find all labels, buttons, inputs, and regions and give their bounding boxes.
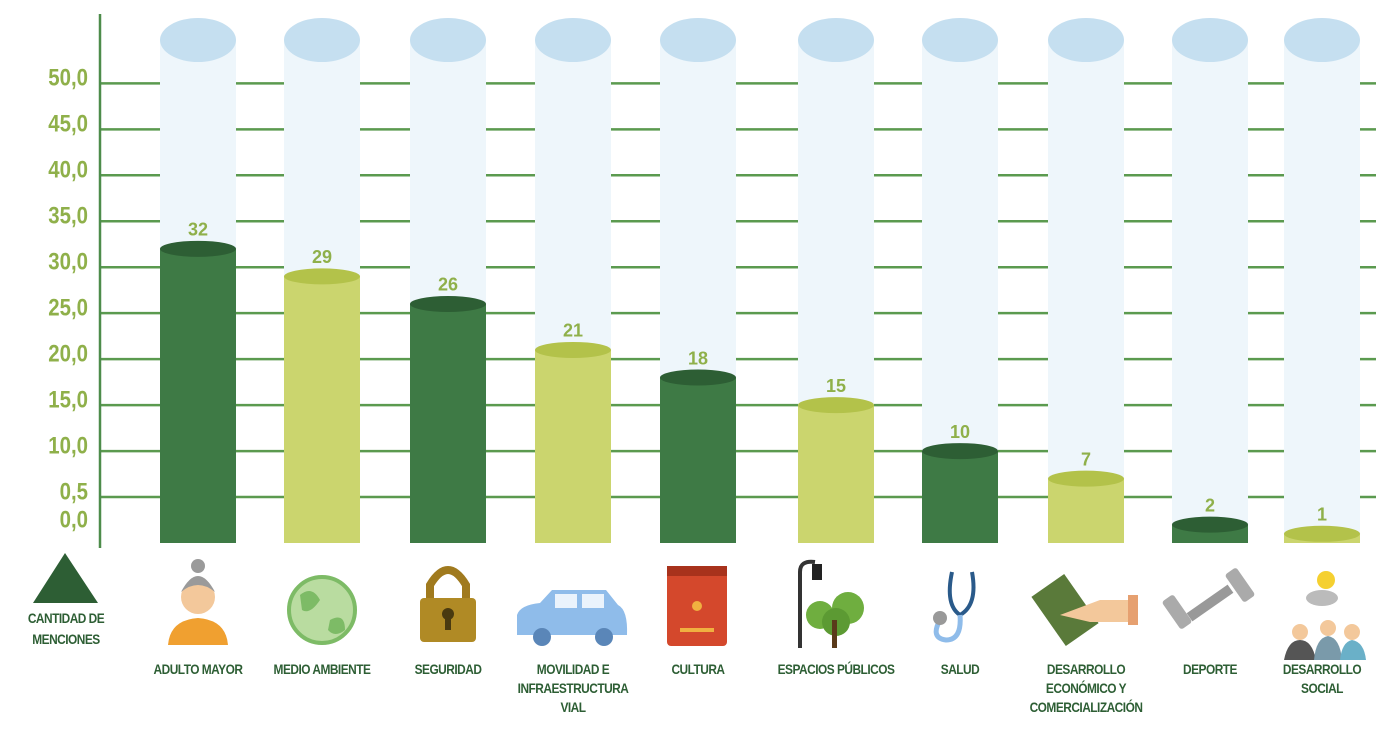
bar-cap xyxy=(660,369,736,386)
value-label: 18 xyxy=(688,348,708,368)
icon-espacios xyxy=(798,559,864,648)
icon-adulto xyxy=(168,559,228,645)
legend-triangle xyxy=(33,553,98,603)
cylinder-top xyxy=(284,18,360,62)
legend-label: CANTIDAD DE MENCIONES xyxy=(27,610,105,647)
bar xyxy=(922,451,998,543)
cylinder-top xyxy=(798,18,874,62)
y-tick-label: 15,0 xyxy=(48,386,88,413)
value-label: 2 xyxy=(1205,495,1215,515)
y-tick-label: 50,0 xyxy=(48,64,88,91)
bar xyxy=(284,276,360,543)
icon-movilidad xyxy=(517,590,628,646)
cylinder-top xyxy=(160,18,236,62)
icon-medio-ambiente xyxy=(287,575,357,645)
cylinder xyxy=(1284,40,1360,543)
value-label: 29 xyxy=(312,247,332,267)
icon-desarrollo-economico xyxy=(1031,573,1138,647)
icon-cultura xyxy=(667,566,727,646)
category-label: SALUD xyxy=(940,661,980,677)
y-tick-label: 45,0 xyxy=(48,110,88,137)
icon-desarrollo-social xyxy=(1284,571,1366,660)
value-label: 32 xyxy=(188,220,208,240)
cylinder-top xyxy=(1048,18,1124,62)
category-label: MEDIO AMBIENTE xyxy=(273,661,371,677)
icon-seguridad xyxy=(420,566,476,642)
bar-cap xyxy=(284,268,360,285)
y-tick-label: 40,0 xyxy=(48,156,88,183)
cylinder-top xyxy=(410,18,486,62)
value-label: 1 xyxy=(1317,505,1327,525)
bar xyxy=(1048,478,1124,543)
category-label: SEGURIDAD xyxy=(414,661,482,677)
cylinder-top xyxy=(922,18,998,62)
y-tick-label: 0,0 xyxy=(60,506,88,533)
bar-cap xyxy=(410,295,486,312)
bar xyxy=(160,248,236,543)
y-tick-label: 10,0 xyxy=(48,432,88,459)
category-label: DESARROLLO SOCIAL xyxy=(1282,661,1362,696)
category-label: MOVILIDAD E INFRAESTRUCTURA VIAL xyxy=(517,661,629,715)
value-label: 7 xyxy=(1081,449,1091,469)
cylinder-top xyxy=(1284,18,1360,62)
value-label: 21 xyxy=(563,321,583,341)
value-label: 15 xyxy=(826,376,846,396)
value-label: 26 xyxy=(438,275,458,295)
bar xyxy=(660,377,736,543)
y-tick-label: 30,0 xyxy=(48,248,88,275)
icon-salud xyxy=(933,571,976,643)
value-label: 10 xyxy=(950,422,970,442)
cylinder xyxy=(1172,40,1248,543)
bar-cap xyxy=(1284,525,1360,542)
cylinder-top xyxy=(1172,18,1248,62)
bar-cap xyxy=(535,341,611,358)
cylinder xyxy=(1048,40,1124,543)
bar-cap xyxy=(1048,470,1124,487)
bar xyxy=(535,349,611,543)
bar xyxy=(410,303,486,543)
y-tick-label: 20,0 xyxy=(48,340,88,367)
cylinder-top xyxy=(660,18,736,62)
category-label: ADULTO MAYOR xyxy=(153,661,243,677)
icon-deporte xyxy=(1162,568,1255,629)
bar-cap xyxy=(1172,516,1248,533)
category-label: DESARROLLO ECONÓMICO Y COMERCIALIZACIÓN xyxy=(1029,661,1143,715)
y-tick-label: 25,0 xyxy=(48,294,88,321)
bar xyxy=(798,405,874,543)
bar-cap xyxy=(798,397,874,414)
bar-cap xyxy=(160,240,236,257)
category-label: CULTURA xyxy=(671,661,725,677)
category-label: DEPORTE xyxy=(1183,661,1237,677)
bar-cap xyxy=(922,443,998,460)
category-label: ESPACIOS PÚBLICOS xyxy=(777,661,895,677)
cylinder-top xyxy=(535,18,611,62)
y-tick-label: 35,0 xyxy=(48,202,88,229)
y-tick-label: 0,5 xyxy=(60,478,88,505)
